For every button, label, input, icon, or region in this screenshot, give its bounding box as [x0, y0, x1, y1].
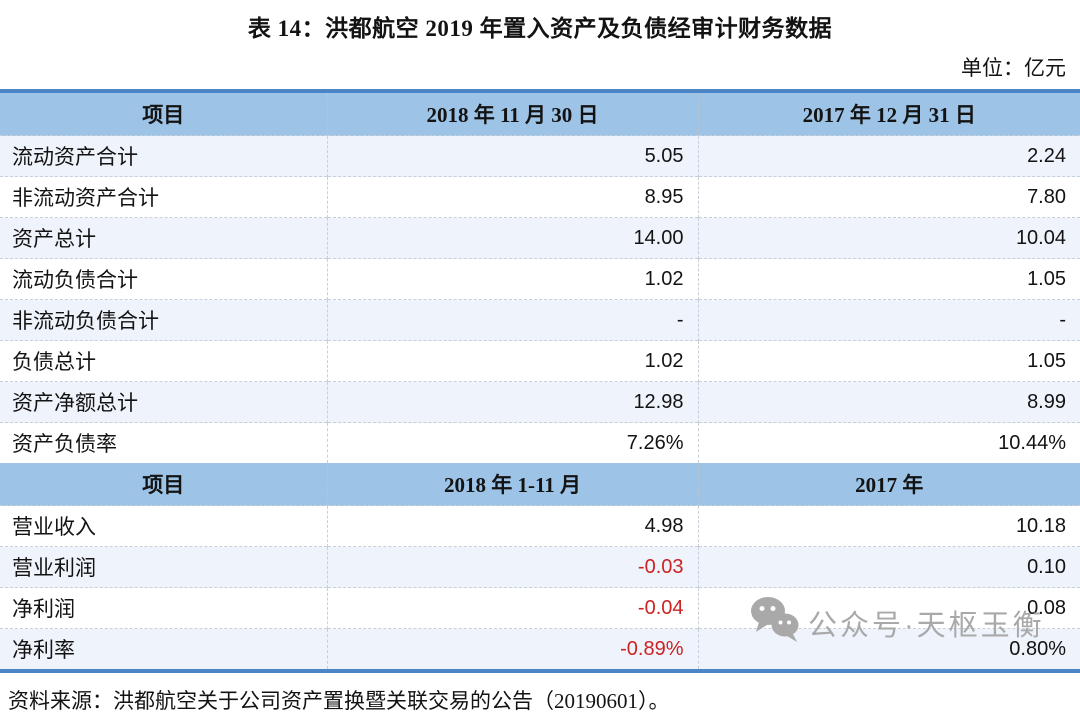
- row-label: 负债总计: [0, 340, 327, 382]
- table-row: 净利率 -0.89% 0.80%: [0, 628, 1080, 671]
- value-cell: -0.03: [326, 546, 698, 588]
- row-label: 流动负债合计: [0, 258, 327, 300]
- table-row: 流动资产合计 5.05 2.24: [0, 135, 1080, 177]
- column-header: 2018 年 11 月 30 日: [326, 91, 698, 136]
- row-label: 资产负债率: [0, 422, 327, 463]
- value-cell: 1.02: [326, 340, 698, 382]
- unit-label: 单位：亿元: [961, 56, 1066, 80]
- table-row: 营业收入 4.98 10.18: [0, 505, 1080, 547]
- source-note: 资料来源：洪都航空关于公司资产置换暨关联交易的公告（20190601）。: [8, 689, 670, 713]
- value-cell: 0.10: [697, 546, 1080, 588]
- row-label: 资产总计: [0, 217, 327, 259]
- row-label: 非流动资产合计: [0, 176, 327, 218]
- column-header: 2017 年 12 月 31 日: [697, 91, 1080, 136]
- row-label: 流动资产合计: [0, 135, 327, 177]
- column-header: 2018 年 1-11 月: [326, 463, 698, 506]
- table-header-row: 项目 2018 年 1-11 月 2017 年: [0, 463, 1080, 506]
- value-cell: 8.95: [326, 176, 698, 218]
- column-header: 项目: [0, 463, 327, 506]
- value-cell: 8.99: [697, 381, 1080, 423]
- value-cell: -: [326, 299, 698, 341]
- table-row: 资产总计 14.00 10.04: [0, 217, 1080, 259]
- table-row: 流动负债合计 1.02 1.05: [0, 258, 1080, 300]
- value-cell: 10.18: [697, 505, 1080, 547]
- value-cell: 0.80%: [697, 628, 1080, 671]
- table-row: 资产负债率 7.26% 10.44%: [0, 422, 1080, 463]
- value-cell: -: [697, 299, 1080, 341]
- table-row: 非流动负债合计 - -: [0, 299, 1080, 341]
- value-cell: 1.05: [697, 340, 1080, 382]
- value-cell: -0.89%: [326, 628, 698, 671]
- table-row: 资产净额总计 12.98 8.99: [0, 381, 1080, 423]
- row-label: 非流动负债合计: [0, 299, 327, 341]
- value-cell: 14.00: [326, 217, 698, 259]
- table-row: 负债总计 1.02 1.05: [0, 340, 1080, 382]
- value-cell: -0.04: [326, 587, 698, 629]
- row-label: 净利率: [0, 628, 327, 671]
- value-cell: 5.05: [326, 135, 698, 177]
- table-row: 非流动资产合计 8.95 7.80: [0, 176, 1080, 218]
- value-cell: 10.44%: [697, 422, 1080, 463]
- value-cell: 2.24: [697, 135, 1080, 177]
- table-title: 表 14：洪都航空 2019 年置入资产及负债经审计财务数据: [247, 16, 833, 41]
- value-cell: 1.05: [697, 258, 1080, 300]
- value-cell: 7.26%: [326, 422, 698, 463]
- value-cell: 7.80: [697, 176, 1080, 218]
- table-row: 营业利润 -0.03 0.10: [0, 546, 1080, 588]
- row-label: 营业利润: [0, 546, 327, 588]
- financial-table: 项目 2018 年 11 月 30 日 2017 年 12 月 31 日流动资产合计…: [0, 89, 1080, 673]
- value-cell: 10.04: [697, 217, 1080, 259]
- row-label: 资产净额总计: [0, 381, 327, 423]
- table-header-row: 项目 2018 年 11 月 30 日 2017 年 12 月 31 日: [0, 91, 1080, 136]
- value-cell: 0.08: [697, 587, 1080, 629]
- table-row: 净利润 -0.04 0.08: [0, 587, 1080, 629]
- column-header: 2017 年: [697, 463, 1080, 506]
- value-cell: 4.98: [326, 505, 698, 547]
- value-cell: 1.02: [326, 258, 698, 300]
- value-cell: 12.98: [326, 381, 698, 423]
- column-header: 项目: [0, 91, 327, 136]
- row-label: 净利润: [0, 587, 327, 629]
- row-label: 营业收入: [0, 505, 327, 547]
